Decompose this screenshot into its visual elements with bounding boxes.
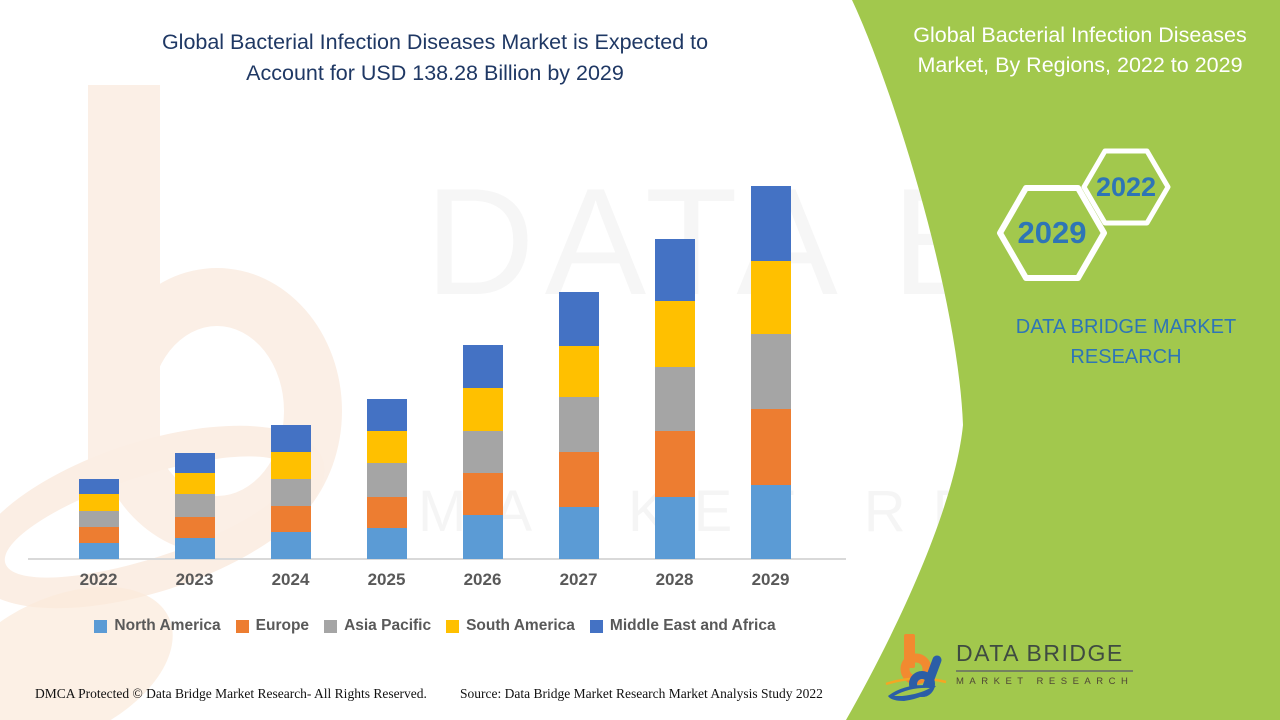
bar-2026-segment-europe [462,473,503,515]
chart-title-line1: Global Bacterial Infection Diseases Mark… [161,30,709,54]
brand-caption: DATA BRIDGE MARKET RESEARCH [1015,316,1237,368]
bar-2022-segment-middle-east-and-africa [78,479,119,495]
x-axis-label-2027: 2027 [559,570,598,589]
databridge-logo-text: DATA BRIDGE MARKET RESEARCH [956,640,1134,687]
x-axis-label-2022: 2022 [79,570,118,589]
x-axis-label-2025: 2025 [367,570,406,589]
legend-label: Europe [255,617,310,634]
bar-2026-segment-south-america [462,387,503,431]
bar-2028-segment-middle-east-and-africa [654,239,695,302]
bar-2023-segment-middle-east-and-africa [174,452,215,473]
hexagon-2029 [997,185,1107,281]
bar-2027-segment-south-america [558,345,599,398]
bar-2028-segment-north-america [654,496,695,559]
bar-2024-segment-north-america [270,532,311,559]
legend-swatch-icon [589,619,603,633]
bar-2023-segment-north-america [174,538,215,559]
panel-title-line2: Market, By Regions, 2022 to 2029 [917,53,1243,78]
legend-swatch-icon [94,619,108,633]
hexagon-2029-label: 2029 [1018,215,1087,250]
legend-item-middle-east-and-africa: Middle East and Africa [589,617,776,635]
legend-swatch-icon [235,619,249,633]
bar-2025-segment-south-america [366,431,407,463]
chart-legend: North America Europe Asia Pacific South Ame… [35,617,835,635]
bar-2022-segment-south-america [78,494,119,512]
bar-2028-segment-europe [654,431,695,497]
bar-2025 [366,398,407,559]
bar-2028-segment-south-america [654,301,695,367]
bar-2029-segment-north-america [750,485,791,559]
bar-2028 [654,239,695,559]
bar-2023-segment-south-america [174,472,215,494]
x-axis-label-2029: 2029 [751,570,790,589]
green-panel-shape [846,0,1280,720]
bar-2022 [78,479,119,559]
chart-title-line2: Account for USD 138.28 Billion by 2029 [246,60,624,85]
bar-2027-segment-middle-east-and-africa [558,291,599,346]
logo-name: DATA BRIDGE [956,640,1134,672]
hexagon-2022 [1081,148,1171,226]
bar-2025-segment-middle-east-and-africa [366,398,407,432]
bar-2026 [462,345,503,559]
logo-subtitle: MARKET RESEARCH [956,676,1134,687]
bar-2024 [270,425,311,559]
bar-2024-segment-south-america [270,452,311,479]
bar-2023 [174,452,215,559]
bar-2029-segment-south-america [750,260,791,335]
bar-2022-segment-north-america [78,543,119,559]
bar-2027 [558,291,599,559]
bar-2029-segment-europe [750,409,791,486]
bar-2029 [750,185,791,559]
databridge-logo-icon [885,634,947,701]
x-axis-label-2024: 2024 [271,570,310,589]
x-axis-label-2028: 2028 [655,570,694,589]
bar-2022-segment-europe [78,527,119,544]
legend-label: Asia Pacific [344,617,432,634]
bar-2026-segment-north-america [462,514,503,559]
footer-source-text: Source: Data Bridge Market Research Mark… [460,686,823,701]
x-axis-label-2026: 2026 [463,570,502,589]
bar-2026-segment-middle-east-and-africa [462,345,503,388]
legend-swatch-icon [446,619,460,633]
legend-item-south-america: South America [446,617,575,635]
legend-label: North America [114,617,221,634]
bar-2029-segment-middle-east-and-africa [750,185,791,261]
bar-2025-segment-europe [366,497,407,528]
panel-title: Global Bacterial Infection Diseases Mark… [888,20,1272,80]
bar-2026-segment-asia-pacific [462,430,503,474]
databridge-logo: DATA BRIDGE MARKET RESEARCH [884,632,1204,712]
bar-2023-segment-asia-pacific [174,493,215,518]
bar-2025-segment-asia-pacific [366,462,407,498]
stacked-bar-chart: 2022 2023 2024 2025 2026 2027 2028 2029 [78,185,791,589]
footer-dmca-text: DMCA Protected © Data Bridge Market Rese… [35,686,427,701]
legend-swatch-icon [324,619,338,633]
bar-2024-segment-middle-east-and-africa [270,425,311,453]
bar-2027-segment-europe [558,452,599,507]
hexagon-2022-label: 2022 [1096,172,1156,202]
x-axis-label-2023: 2023 [175,570,214,589]
bar-2025-segment-north-america [366,527,407,559]
bar-2027-segment-asia-pacific [558,397,599,453]
legend-item-europe: Europe [235,617,310,635]
legend-label: South America [466,617,575,634]
chart-title: Global Bacterial Infection Diseases Mark… [70,27,800,88]
bar-2024-segment-asia-pacific [270,478,311,506]
legend-item-asia-pacific: Asia Pacific [324,617,431,635]
bar-2029-segment-asia-pacific [750,334,791,409]
bar-2022-segment-asia-pacific [78,511,119,528]
bar-2027-segment-north-america [558,506,599,559]
panel-title-line1: Global Bacterial Infection Diseases [913,23,1247,47]
legend-label: Middle East and Africa [609,617,776,634]
bar-2028-segment-asia-pacific [654,366,695,432]
bar-2024-segment-europe [270,505,311,533]
legend-item-north-america: North America [94,617,221,635]
bar-2023-segment-europe [174,517,215,539]
x-axis-line [28,558,846,560]
